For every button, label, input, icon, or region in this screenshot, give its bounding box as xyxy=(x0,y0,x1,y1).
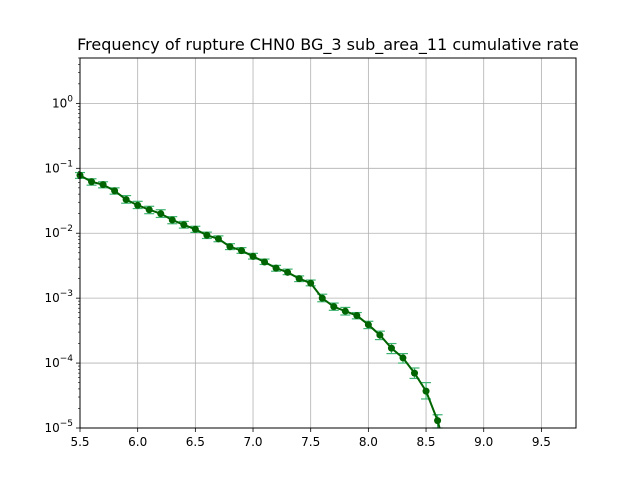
x-tick-label: 6.0 xyxy=(128,435,147,449)
data-point xyxy=(353,312,361,320)
data-point xyxy=(330,303,338,311)
data-point xyxy=(99,181,107,189)
y-tick-label-exponent: 0 xyxy=(67,94,73,104)
y-tick-label-exponent: −2 xyxy=(60,224,73,234)
y-tick-label-base: 10 xyxy=(44,291,59,305)
x-tick-label: 8.0 xyxy=(359,435,378,449)
x-tick-label: 7.0 xyxy=(243,435,262,449)
y-tick-label-exponent: −4 xyxy=(60,354,74,364)
y-tick-label: 10−4 xyxy=(44,354,73,370)
data-point xyxy=(214,235,222,243)
data-point xyxy=(261,258,269,266)
x-tick-label: 9.5 xyxy=(532,435,551,449)
data-point xyxy=(284,268,292,276)
y-tick-label: 10−3 xyxy=(44,289,73,305)
data-point xyxy=(376,331,384,339)
data-point xyxy=(134,201,142,209)
data-point xyxy=(180,221,188,229)
data-point xyxy=(157,210,165,218)
data-point xyxy=(249,252,257,260)
x-tick-label: 6.5 xyxy=(186,435,205,449)
data-point xyxy=(88,178,96,186)
x-tick-label: 9.0 xyxy=(474,435,493,449)
y-tick-label: 10−2 xyxy=(44,224,73,240)
data-point xyxy=(122,196,130,204)
y-tick-label-base: 10 xyxy=(44,356,59,370)
data-point xyxy=(364,321,372,329)
x-tick-label: 8.5 xyxy=(416,435,435,449)
data-point xyxy=(226,243,234,251)
data-point xyxy=(434,417,442,425)
y-tick-label: 10−1 xyxy=(44,159,73,175)
data-point xyxy=(422,387,430,395)
y-tick-label-exponent: −5 xyxy=(60,419,73,429)
data-point xyxy=(145,206,153,214)
data-point xyxy=(307,279,315,287)
data-point xyxy=(341,307,349,315)
data-point xyxy=(203,231,211,239)
y-tick-label-base: 10 xyxy=(44,226,59,240)
data-point xyxy=(295,275,303,283)
y-tick-label: 100 xyxy=(52,94,73,110)
data-point xyxy=(237,247,245,255)
y-tick-label-base: 10 xyxy=(52,96,67,110)
data-point xyxy=(272,264,280,272)
y-tick-label-base: 10 xyxy=(44,161,59,175)
grid xyxy=(79,58,576,429)
data-point xyxy=(411,369,419,377)
data-point xyxy=(318,294,326,302)
y-tick-label-exponent: −1 xyxy=(60,159,73,169)
data-point xyxy=(111,187,119,195)
x-tick-label: 5.5 xyxy=(70,435,89,449)
y-tick-label-base: 10 xyxy=(44,421,59,435)
data-point xyxy=(399,354,407,362)
x-axis: 5.5 6.0 6.5 7.0 7.5 8.0 8.5 9.0 9.5 xyxy=(70,428,551,449)
y-tick-label-exponent: −3 xyxy=(60,289,73,299)
data-point xyxy=(387,344,395,352)
y-tick-label: 10−5 xyxy=(44,419,73,435)
chart-title: Frequency of rupture CHN0 BG_3 sub_area_… xyxy=(77,35,579,55)
data-point xyxy=(191,225,199,233)
series-layer xyxy=(75,171,443,429)
x-tick-label: 7.5 xyxy=(301,435,320,449)
data-point xyxy=(168,216,176,224)
